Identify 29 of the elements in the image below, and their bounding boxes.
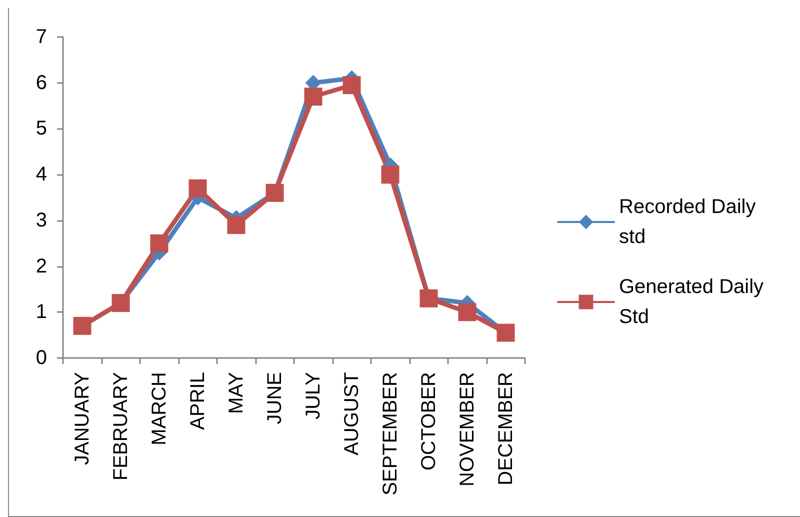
point xyxy=(150,234,168,252)
x-tick-label: DECEMBER xyxy=(494,372,517,486)
point xyxy=(227,216,246,234)
y-tick-label: 6 xyxy=(36,72,47,94)
y-tick-label: 1 xyxy=(36,301,47,324)
x-tick-label: APRIL xyxy=(186,372,209,430)
x-tick-label: FEBRUARY xyxy=(110,372,132,481)
legend-label: Generated Daily Std xyxy=(619,276,770,328)
y-tick-label: 5 xyxy=(36,118,47,140)
point xyxy=(458,303,476,322)
y-tick-label: 3 xyxy=(36,209,47,232)
x-tick-label: AUGUST xyxy=(340,372,363,456)
x-tick-label: OCTOBER xyxy=(418,372,440,471)
y-tick-label: 0 xyxy=(36,347,47,369)
y-tick-label: 4 xyxy=(36,164,47,186)
x-tick-label: JULY xyxy=(302,372,324,420)
x-tick-label: MARCH xyxy=(148,372,170,446)
x-tick-label: MAY xyxy=(225,372,248,414)
y-tick-label: 2 xyxy=(36,255,47,278)
point xyxy=(188,179,207,198)
point xyxy=(381,166,400,184)
x-tick-label: NOVEMBER xyxy=(456,372,478,486)
point xyxy=(342,76,361,94)
point xyxy=(304,88,322,106)
x-tick-label: JUNE xyxy=(264,372,286,424)
legend-label: Recorded Daily std xyxy=(619,196,762,248)
x-tick-label: SEPTEMBER xyxy=(379,372,402,496)
y-tick-label: 7 xyxy=(36,26,47,48)
x-tick-label: JANUARY xyxy=(71,372,94,465)
